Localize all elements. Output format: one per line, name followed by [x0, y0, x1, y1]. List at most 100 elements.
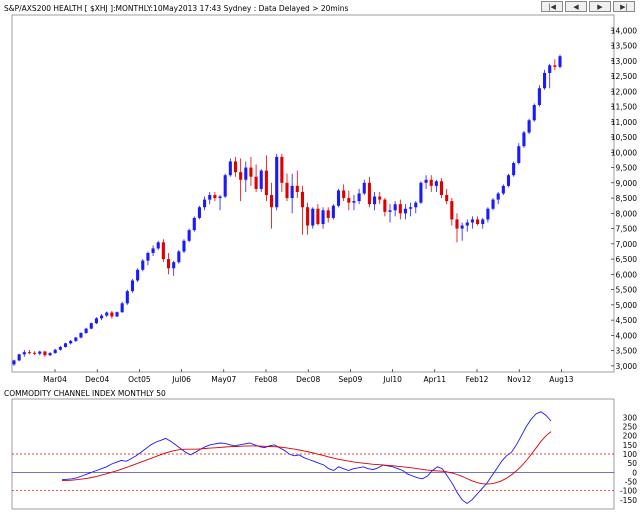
candle-body — [120, 303, 124, 313]
candle-body — [290, 185, 294, 199]
price-x-tick-label: Aug13 — [549, 375, 573, 384]
price-y-tick-label: 12,500 — [611, 72, 637, 81]
candle-body — [69, 340, 73, 344]
candle-body — [311, 208, 315, 226]
candle-body — [33, 352, 37, 354]
candle-body — [537, 88, 541, 106]
candle-body — [373, 196, 377, 205]
candle-body — [192, 217, 196, 231]
price-y-tick-label: 7,500 — [616, 225, 638, 234]
candle-body — [300, 191, 304, 208]
candle-body — [22, 352, 26, 355]
candle-body — [367, 182, 371, 205]
cci-y-tick-label: 300 — [623, 413, 638, 422]
candle-body — [558, 56, 562, 67]
candle-body — [89, 323, 93, 329]
cci-y-tick-label: -100 — [620, 487, 637, 496]
candle-body — [100, 315, 104, 319]
price-x-tick-label: Apr11 — [424, 375, 447, 384]
cci-y-tick-label: 100 — [623, 450, 638, 459]
candle-body — [151, 248, 155, 253]
price-x-tick-label: May07 — [211, 375, 236, 384]
last-button[interactable]: ▶| — [613, 1, 635, 12]
candle-body — [414, 202, 418, 208]
candle-body — [203, 199, 207, 208]
candle-body — [378, 196, 382, 200]
price-y-tick-label: 11,000 — [611, 118, 637, 127]
candle-body — [130, 280, 135, 292]
candle-body — [136, 269, 140, 281]
cci-y-tick-label: 250 — [623, 423, 638, 432]
candle-body — [12, 360, 16, 365]
candle-body — [306, 207, 310, 226]
price-y-tick-label: 4,500 — [616, 316, 638, 325]
candle-body — [419, 182, 423, 203]
price-x-tick-label: Mar04 — [43, 375, 67, 384]
candle-body — [182, 240, 186, 252]
cci-signal-line — [61, 431, 552, 485]
candle-body — [470, 219, 474, 223]
price-y-tick-label: 11,500 — [611, 103, 637, 112]
price-x-tick-label: Sep09 — [339, 375, 363, 384]
candle-body — [362, 182, 366, 194]
candle-body — [264, 170, 268, 196]
candle-body — [197, 207, 201, 218]
candle-body — [342, 190, 346, 199]
cci-series — [61, 411, 552, 505]
candle-body — [233, 161, 238, 173]
next-button[interactable]: ▶ — [589, 1, 611, 12]
price-y-tick-label: 4,000 — [616, 331, 638, 340]
candle-body — [481, 219, 485, 225]
price-y-tick-label: 9,000 — [616, 179, 638, 188]
candle-body — [105, 312, 109, 316]
price-x-tick-label: Jul06 — [171, 375, 191, 384]
candle-body — [166, 259, 171, 269]
price-y-tick-label: 10,000 — [611, 148, 637, 157]
candle-body — [486, 208, 490, 220]
candle-body — [275, 156, 279, 208]
candle-body — [527, 120, 531, 133]
cci-y-tick-label: 200 — [623, 432, 638, 441]
candle-body — [125, 291, 129, 304]
price-y-tick-label: 7,000 — [616, 240, 638, 249]
candle-body — [285, 182, 289, 199]
candle-body — [177, 251, 181, 263]
candle-body — [491, 199, 495, 209]
candle-body — [321, 210, 325, 225]
price-x-axis: Mar04 Dec04 Oct05 Jul06 May07 Feb08 Dec08 Sep09… — [43, 369, 574, 384]
price-x-tick-label: Nov12 — [507, 375, 531, 384]
price-y-tick-label: 9,500 — [616, 164, 638, 173]
candle-body — [239, 172, 243, 180]
candle-body — [254, 176, 258, 189]
candle-body — [434, 181, 438, 186]
price-y-tick-label: 13,500 — [611, 42, 637, 51]
price-y-tick-label: 14,000 — [611, 26, 637, 35]
first-button[interactable]: |◀ — [541, 1, 563, 12]
price-panel-frame — [11, 14, 615, 373]
candle-body — [110, 312, 114, 317]
price-x-tick-label: Dec04 — [85, 375, 109, 384]
candle-body — [115, 312, 119, 317]
candlestick-series — [12, 54, 562, 366]
candle-body — [460, 225, 464, 229]
price-y-tick-label: 8,000 — [616, 209, 638, 218]
price-y-tick-label: 3,000 — [616, 362, 638, 371]
candle-body — [63, 343, 68, 347]
candle-body — [213, 195, 217, 199]
previous-button[interactable]: ◀ — [565, 1, 587, 12]
candle-body — [244, 167, 248, 180]
cci-y-tick-label: 150 — [623, 441, 638, 450]
cci-line — [61, 411, 552, 505]
candle-body — [94, 318, 98, 324]
candle-body — [429, 179, 433, 186]
candle-body — [388, 210, 392, 212]
candle-body — [383, 199, 387, 212]
candle-body — [74, 337, 78, 341]
price-y-tick-label: 8,500 — [616, 194, 638, 203]
candle-body — [336, 190, 341, 206]
candle-body — [79, 332, 83, 338]
cci-title: COMMODITY CHANNEL INDEX MONTHLY 50 — [4, 389, 166, 398]
candle-body — [445, 195, 449, 202]
